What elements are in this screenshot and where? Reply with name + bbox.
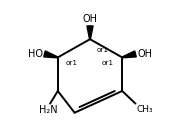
Text: or1: or1 [97,47,109,53]
Polygon shape [87,26,93,39]
Text: HO: HO [28,49,43,59]
Polygon shape [122,51,136,58]
Text: H₂N: H₂N [39,105,58,115]
Text: or1: or1 [102,60,114,66]
Text: OH: OH [137,49,152,59]
Text: or1: or1 [66,60,78,66]
Polygon shape [44,51,58,58]
Text: OH: OH [82,14,98,24]
Text: CH₃: CH₃ [137,105,154,114]
